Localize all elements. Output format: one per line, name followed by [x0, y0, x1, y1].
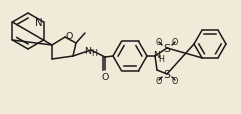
Text: O: O [156, 37, 162, 46]
Text: S: S [163, 69, 170, 79]
Text: O: O [101, 72, 109, 81]
Text: N: N [35, 18, 43, 28]
Text: N: N [85, 47, 92, 56]
Text: N: N [154, 50, 161, 59]
Text: O: O [172, 37, 178, 46]
Text: O: O [172, 77, 178, 86]
Text: O: O [66, 31, 73, 40]
Text: H: H [158, 54, 164, 63]
Text: H: H [91, 49, 97, 58]
Text: O: O [156, 77, 162, 86]
Text: S: S [163, 44, 170, 54]
